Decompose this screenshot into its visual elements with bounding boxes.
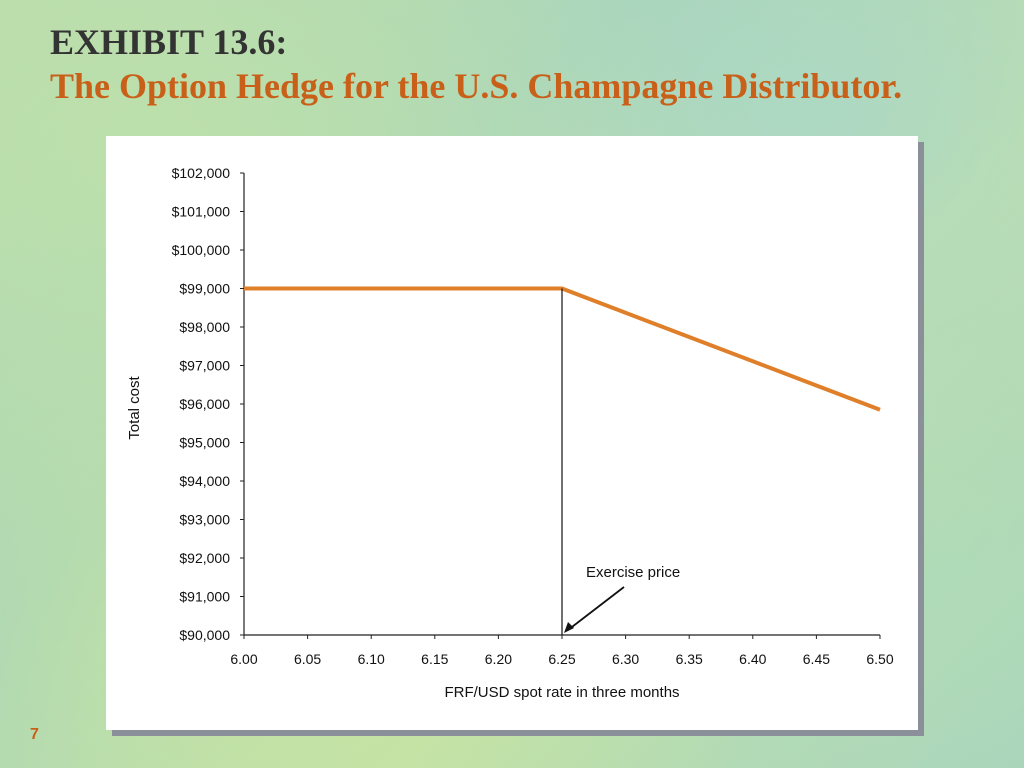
y-tick-label: $96,000: [179, 396, 230, 412]
annotation-arrow-head: [564, 622, 574, 633]
x-tick-label: 6.45: [803, 651, 830, 667]
annotation-group: Exercise price: [561, 288, 680, 635]
y-tick-label: $90,000: [179, 627, 230, 643]
y-tick-label: $102,000: [172, 165, 231, 181]
x-tick-label: 6.40: [739, 651, 766, 667]
x-tick-label: 6.10: [358, 651, 385, 667]
x-tick-label: 6.35: [676, 651, 703, 667]
y-tick-label: $97,000: [179, 358, 230, 374]
annotation-label: Exercise price: [586, 564, 680, 581]
y-ticks: $90,000 $91,000 $92,000 $93,000 $94,000 $95,0…: [172, 165, 244, 643]
y-tick-label: $91,000: [179, 589, 230, 605]
x-tick-label: 6.50: [866, 651, 893, 667]
x-tick-label: 6.30: [612, 651, 639, 667]
x-ticks: 6.00 6.05 6.10 6.15 6.20 6.25 6.30 6.35 6.40 6.45…: [230, 635, 894, 667]
x-tick-label: 6.20: [485, 651, 512, 667]
y-tick-label: $100,000: [172, 242, 231, 258]
x-tick-label: 6.15: [421, 651, 448, 667]
page-number: 7: [30, 726, 39, 743]
x-tick-label: 6.25: [548, 651, 575, 667]
exhibit-label: EXHIBIT 13.6:: [50, 22, 288, 62]
chart: $90,000 $91,000 $92,000 $93,000 $94,000 $95,0…: [126, 165, 894, 701]
slide-title: The Option Hedge for the U.S. Champagne …: [50, 66, 903, 106]
y-tick-label: $94,000: [179, 473, 230, 489]
y-tick-label: $92,000: [179, 550, 230, 566]
y-tick-label: $101,000: [172, 204, 231, 220]
x-tick-label: 6.05: [294, 651, 321, 667]
chart-panel: $90,000 $91,000 $92,000 $93,000 $94,000 $95,0…: [106, 136, 918, 730]
annotation-arrow-line: [567, 586, 625, 631]
x-axis-label: FRF/USD spot rate in three months: [444, 684, 679, 701]
y-tick-label: $99,000: [179, 281, 230, 297]
y-tick-label: $95,000: [179, 435, 230, 451]
y-tick-label: $98,000: [179, 319, 230, 335]
y-tick-label: $93,000: [179, 512, 230, 528]
y-axis-label: Total cost: [126, 375, 143, 439]
x-tick-label: 6.00: [230, 651, 257, 667]
